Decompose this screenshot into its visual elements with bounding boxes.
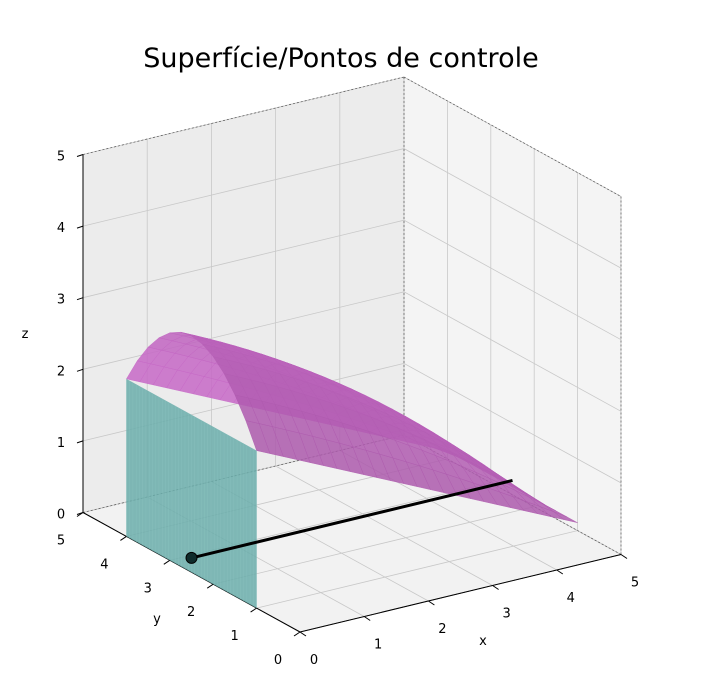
z-tick-label: 1: [57, 436, 65, 451]
x-tick-label: 1: [374, 638, 382, 653]
z-tick-mark: [76, 225, 84, 229]
control-line: [191, 478, 513, 560]
surfaces: [126, 331, 578, 609]
y-tick-label: 2: [187, 605, 195, 620]
x-axis-label: x: [479, 634, 487, 649]
box-edge: [403, 434, 622, 555]
y-axis-label: y: [153, 612, 161, 627]
z-tick-label: 5: [57, 150, 65, 165]
x-tick-label: 2: [438, 622, 446, 637]
x-tick-label: 4: [567, 591, 575, 606]
box-edge: [403, 76, 622, 197]
y-tick-label: 5: [57, 534, 65, 549]
z-tick-mark: [76, 368, 84, 372]
z-tick-label: 0: [57, 508, 65, 523]
y-tick-mark: [206, 583, 214, 589]
axis-ticks: 0 1 2 3 4 5 0 1 2 3 4 5 0 1 2 3 4 5: [57, 150, 639, 669]
x-axis-line: [299, 554, 622, 633]
y-tick-label: 1: [230, 629, 238, 644]
side-pane: [404, 77, 621, 555]
x-tick-label: 5: [631, 576, 639, 591]
y-tick-label: 3: [144, 581, 152, 596]
y-tick-mark: [163, 559, 171, 565]
control-polygon: [185, 478, 513, 564]
z-tick-label: 2: [57, 364, 65, 379]
x-tick-mark: [428, 600, 435, 606]
chart-title: Superfície/Pontos de controle: [143, 43, 538, 74]
z-tick-mark: [76, 297, 84, 301]
z-tick-mark: [76, 440, 84, 444]
x-tick-label: 0: [310, 653, 318, 668]
z-tick-label: 3: [57, 293, 65, 308]
y-tick-mark: [250, 607, 257, 613]
x-tick-mark: [492, 585, 499, 590]
z-axis-label: z: [22, 327, 29, 342]
grid-line-z: [82, 219, 622, 341]
z-tick-mark: [76, 512, 84, 515]
y-tick-mark: [293, 631, 301, 637]
x-tick-label: 3: [502, 607, 510, 622]
box-edge: [82, 76, 405, 155]
x-tick-mark: [620, 554, 628, 559]
z-tick-label: 4: [57, 221, 65, 236]
control-point-marker: [185, 551, 198, 564]
grid-line-z: [82, 148, 622, 269]
x-tick-mark: [299, 631, 307, 637]
x-tick-mark: [556, 569, 564, 575]
z-tick-mark: [76, 154, 84, 157]
y-tick-label: 0: [274, 653, 282, 668]
y-tick-mark: [120, 535, 127, 541]
x-tick-mark: [363, 616, 371, 621]
arch-surface-patch: [245, 420, 271, 454]
y-tick-label: 4: [100, 557, 108, 572]
